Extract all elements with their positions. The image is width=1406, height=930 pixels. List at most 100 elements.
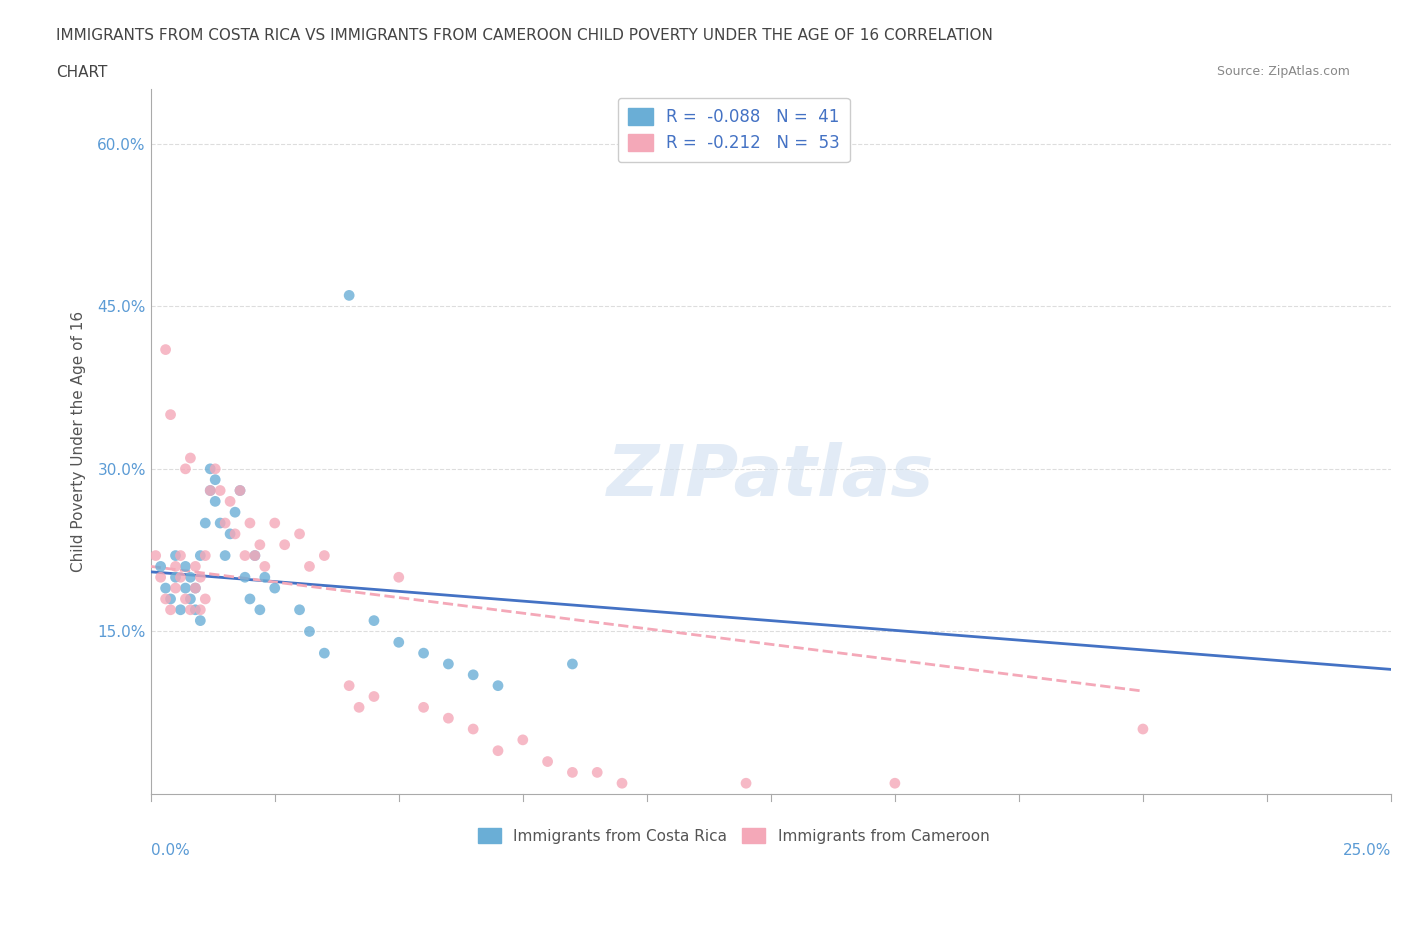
Point	[735, 776, 758, 790]
Point	[209, 515, 232, 530]
Point	[149, 570, 172, 585]
Point	[263, 515, 285, 530]
Point	[188, 603, 211, 618]
Point	[219, 526, 242, 541]
Point	[512, 733, 534, 748]
Point	[249, 603, 271, 618]
Point	[239, 515, 262, 530]
Point	[204, 472, 226, 487]
Point	[437, 711, 460, 725]
Point	[224, 505, 246, 520]
Point	[184, 580, 207, 595]
Point	[586, 765, 609, 780]
Point	[145, 548, 167, 563]
Point	[155, 342, 177, 357]
Point	[486, 678, 509, 693]
Point	[239, 591, 262, 606]
Point	[263, 580, 285, 595]
Point	[174, 461, 197, 476]
Point	[337, 678, 360, 693]
Point	[209, 483, 232, 498]
Point	[200, 461, 222, 476]
Point	[169, 603, 191, 618]
Point	[463, 722, 485, 737]
Point	[561, 765, 583, 780]
Point	[363, 689, 385, 704]
Point	[561, 657, 583, 671]
Text: Source: ZipAtlas.com: Source: ZipAtlas.com	[1216, 65, 1350, 78]
Point	[388, 570, 411, 585]
Point	[214, 548, 236, 563]
Point	[169, 570, 191, 585]
Y-axis label: Child Poverty Under the Age of 16: Child Poverty Under the Age of 16	[72, 312, 86, 572]
Point	[179, 591, 201, 606]
Point	[388, 635, 411, 650]
Point	[194, 548, 217, 563]
Point	[184, 559, 207, 574]
Point	[155, 580, 177, 595]
Point	[165, 570, 187, 585]
Point	[224, 526, 246, 541]
Point	[249, 538, 271, 552]
Point	[200, 483, 222, 498]
Point	[200, 483, 222, 498]
Point	[214, 515, 236, 530]
Text: CHART: CHART	[56, 65, 108, 80]
Point	[174, 580, 197, 595]
Legend: Immigrants from Costa Rica, Immigrants from Cameroon: Immigrants from Costa Rica, Immigrants f…	[472, 821, 995, 850]
Point	[233, 570, 256, 585]
Point	[204, 494, 226, 509]
Point	[273, 538, 295, 552]
Point	[194, 515, 217, 530]
Point	[243, 548, 266, 563]
Point	[188, 570, 211, 585]
Point	[165, 559, 187, 574]
Text: ZIPatlas: ZIPatlas	[607, 443, 935, 512]
Point	[179, 450, 201, 465]
Point	[165, 580, 187, 595]
Point	[188, 548, 211, 563]
Point	[174, 559, 197, 574]
Point	[188, 613, 211, 628]
Point	[347, 700, 370, 715]
Point	[179, 603, 201, 618]
Text: 0.0%: 0.0%	[150, 844, 190, 858]
Point	[159, 603, 181, 618]
Point	[204, 461, 226, 476]
Point	[194, 591, 217, 606]
Point	[288, 526, 311, 541]
Point	[233, 548, 256, 563]
Point	[337, 288, 360, 303]
Point	[536, 754, 558, 769]
Point	[179, 570, 201, 585]
Point	[883, 776, 905, 790]
Point	[243, 548, 266, 563]
Point	[412, 645, 434, 660]
Point	[314, 645, 336, 660]
Text: IMMIGRANTS FROM COSTA RICA VS IMMIGRANTS FROM CAMEROON CHILD POVERTY UNDER THE A: IMMIGRANTS FROM COSTA RICA VS IMMIGRANTS…	[56, 28, 993, 43]
Point	[159, 591, 181, 606]
Point	[149, 559, 172, 574]
Point	[314, 548, 336, 563]
Point	[253, 570, 276, 585]
Point	[219, 494, 242, 509]
Point	[174, 591, 197, 606]
Point	[363, 613, 385, 628]
Point	[253, 559, 276, 574]
Point	[298, 559, 321, 574]
Point	[1132, 722, 1154, 737]
Point	[169, 548, 191, 563]
Point	[437, 657, 460, 671]
Point	[229, 483, 252, 498]
Point	[184, 580, 207, 595]
Point	[486, 743, 509, 758]
Point	[155, 591, 177, 606]
Point	[412, 700, 434, 715]
Point	[229, 483, 252, 498]
Point	[288, 603, 311, 618]
Point	[184, 603, 207, 618]
Point	[165, 548, 187, 563]
Point	[159, 407, 181, 422]
Point	[610, 776, 633, 790]
Point	[298, 624, 321, 639]
